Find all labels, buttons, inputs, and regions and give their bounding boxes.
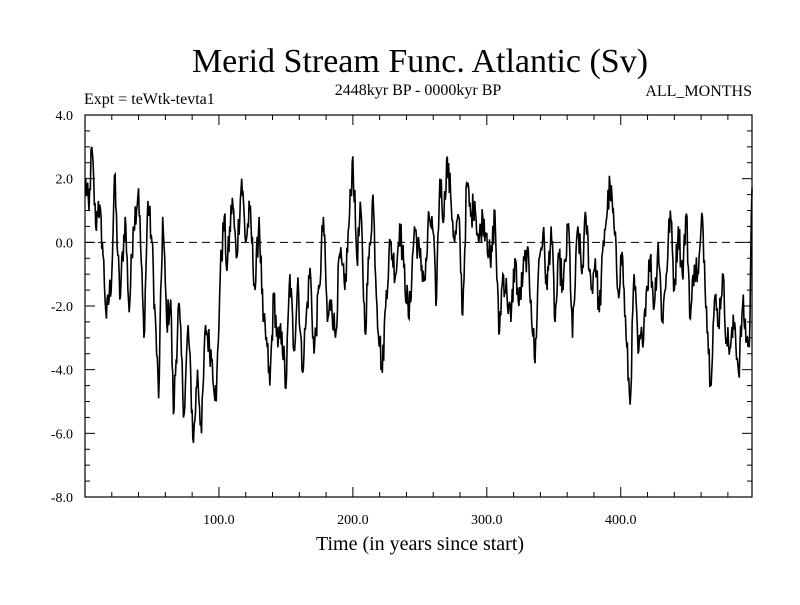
x-tick-label: 200.0	[337, 513, 369, 528]
y-tick-label: -8.0	[51, 491, 73, 506]
x-tick-label: 300.0	[471, 513, 503, 528]
y-tick-label: -4.0	[51, 364, 73, 379]
series-line	[84, 146, 753, 443]
series-layer	[84, 146, 753, 443]
x-tick-label: 100.0	[203, 513, 235, 528]
x-axis-title: Time (in years since start)	[316, 533, 524, 555]
chart-subtitle-months: ALL_MONTHS	[645, 83, 752, 100]
axis-tick-labels: 4.0 2.0 0.0 -2.0 -4.0 -6.0 -8.0 100.0 200.0 300.0…	[51, 109, 637, 528]
chart-subtitle-period: 2448kyr BP - 0000kyr BP	[335, 82, 502, 99]
chart-title: Merid Stream Func. Atlantic (Sv)	[192, 43, 648, 80]
plot-frame	[84, 114, 753, 498]
x-tick-label: 400.0	[605, 513, 637, 528]
y-tick-label: 4.0	[56, 109, 74, 124]
y-tick-label: -6.0	[51, 427, 73, 442]
y-tick-label: 2.0	[56, 173, 74, 188]
y-tick-label: -2.0	[51, 300, 73, 315]
axis-ticks	[85, 114, 752, 498]
y-tick-label: 0.0	[56, 236, 74, 251]
chart-subtitle-experiment: Expt = teWtk-tevta1	[84, 91, 215, 108]
